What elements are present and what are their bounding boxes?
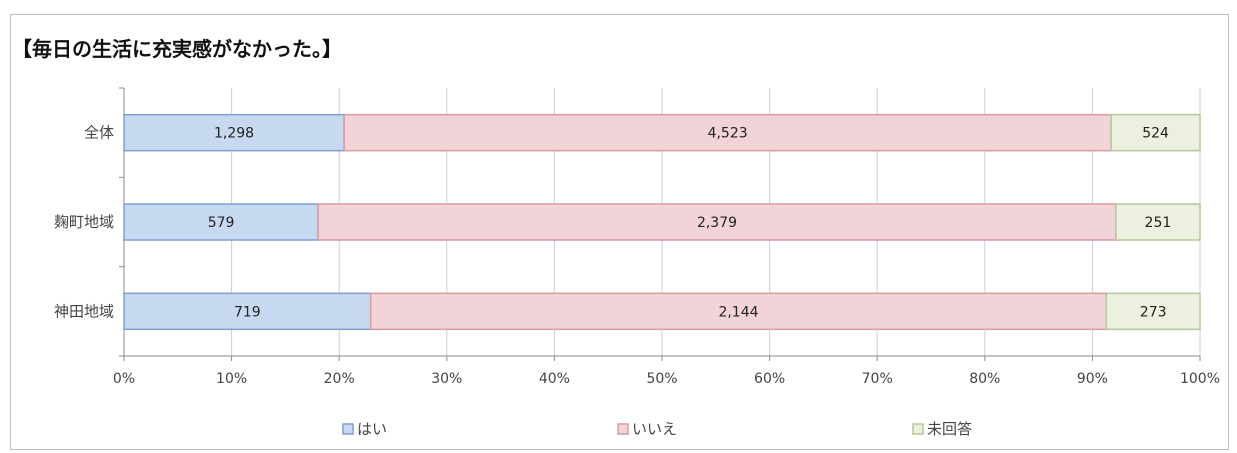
bar-segment	[1115, 203, 1201, 241]
data-label: 524	[1142, 126, 1169, 142]
x-tick-label: 10%	[216, 371, 247, 387]
data-label: 719	[234, 304, 261, 320]
x-tick-label: 30%	[431, 371, 462, 387]
x-tick-label: 80%	[969, 371, 1000, 387]
bar-segment	[343, 113, 1112, 152]
data-label: 1,298	[214, 126, 254, 142]
data-label: 579	[208, 215, 235, 231]
legend-label: はい	[357, 420, 387, 438]
data-label: 2,379	[697, 215, 737, 231]
legend-swatch	[912, 423, 924, 435]
data-label: 4,523	[708, 126, 748, 142]
legend-swatch	[617, 423, 629, 435]
x-tick-label: 40%	[539, 371, 570, 387]
bar-segment	[317, 203, 1117, 241]
category-label: 麹町地域	[54, 213, 114, 231]
legend-label: 未回答	[927, 420, 972, 438]
x-tick-label: 0%	[113, 371, 135, 387]
data-label: 273	[1140, 304, 1167, 320]
x-tick-label: 70%	[862, 371, 893, 387]
bar-segment	[1105, 292, 1201, 331]
legend-label: いいえ	[632, 420, 677, 438]
legend-swatch	[342, 423, 354, 435]
x-tick-label: 50%	[646, 371, 677, 387]
x-tick-label: 20%	[324, 371, 355, 387]
x-tick-label: 60%	[754, 371, 785, 387]
bar-segment	[123, 203, 319, 241]
data-label: 251	[1145, 215, 1172, 231]
category-label: 全体	[84, 124, 114, 142]
chart-title: 【毎日の生活に充実感がなかった。】	[12, 37, 342, 61]
data-label: 2,144	[718, 304, 758, 320]
bar-segment	[1110, 113, 1201, 152]
category-label: 神田地域	[54, 302, 114, 320]
x-tick-label: 90%	[1077, 371, 1108, 387]
bar-segment	[123, 292, 372, 331]
x-tick-label: 100%	[1180, 371, 1220, 387]
